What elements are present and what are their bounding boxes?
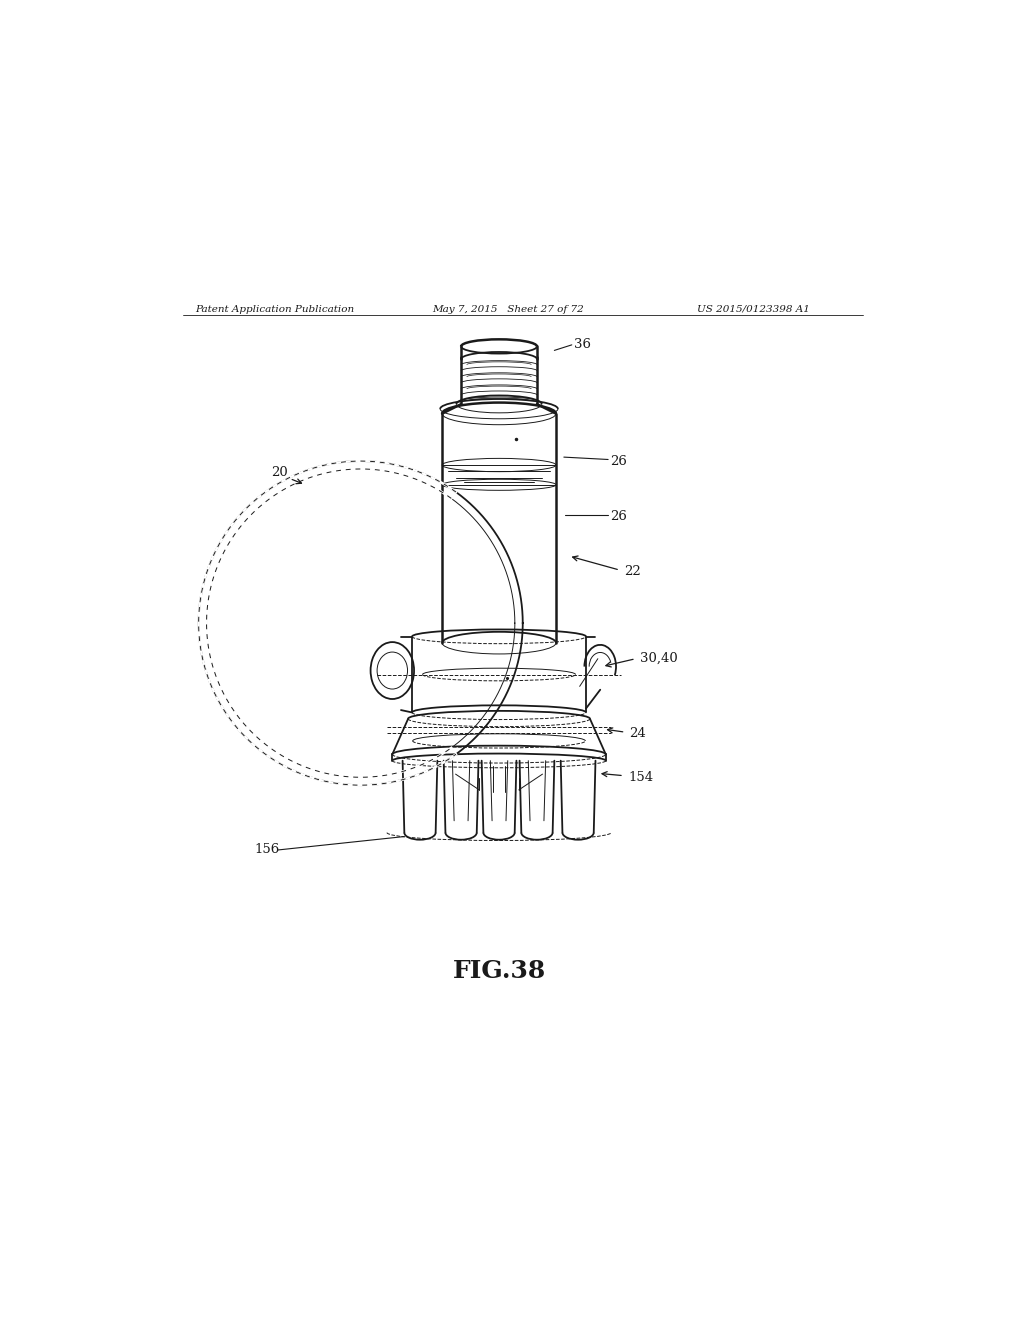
Text: 26: 26 [609,510,626,523]
Text: Patent Application Publication: Patent Application Publication [195,305,354,314]
Text: US 2015/0123398 A1: US 2015/0123398 A1 [696,305,809,314]
Text: May 7, 2015   Sheet 27 of 72: May 7, 2015 Sheet 27 of 72 [431,305,583,314]
Text: 30,40: 30,40 [639,652,677,665]
Text: 22: 22 [624,565,640,578]
Text: 36: 36 [574,338,591,351]
Text: 26: 26 [609,454,626,467]
Text: 154: 154 [628,771,653,784]
Text: 156: 156 [254,843,279,857]
Text: 24: 24 [629,727,646,741]
Text: 20: 20 [271,466,287,479]
Text: FIG.38: FIG.38 [452,958,545,983]
